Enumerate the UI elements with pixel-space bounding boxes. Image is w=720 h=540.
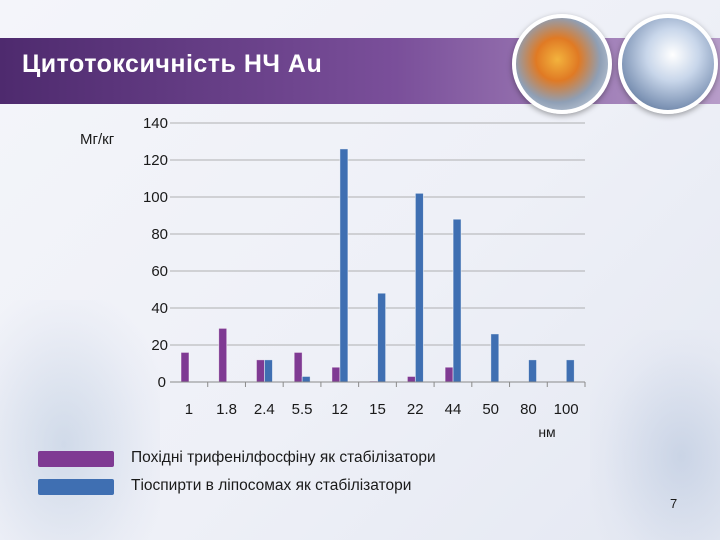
y-tick-label: 140: [143, 115, 168, 132]
x-tick-label: 50: [482, 401, 499, 418]
y-tick-label: 20: [151, 337, 168, 354]
x-tick-label: 2.4: [254, 401, 275, 418]
x-tick-label: 44: [445, 401, 462, 418]
bar-series-2-50: [490, 333, 500, 383]
bar-series-2-2.4: [264, 359, 273, 383]
x-tick-label: 100: [554, 401, 579, 418]
bar-series-2-5.5: [301, 376, 311, 383]
y-tick-label: 60: [151, 263, 168, 280]
bar-series-2-100: [565, 359, 575, 383]
x-tick-label: 1: [185, 401, 193, 418]
y-tick-label: 40: [151, 300, 168, 317]
y-axis-label: Мг/кг: [80, 131, 115, 148]
legend-label-series-2: Тіоспирти в ліпосомах як стабілізатори: [131, 477, 412, 494]
bar-series-2-12: [339, 148, 349, 383]
y-tick-labels: 0 20 40 60 80 100 120 140: [143, 115, 168, 391]
y-tick-label: 100: [143, 189, 168, 206]
x-tick-label: 15: [369, 401, 386, 418]
legend-label-series-1: Похідні трифенілфосфіну як стабілізатори: [131, 449, 436, 466]
bar-series-2-15: [377, 292, 387, 383]
bar-series-1-22: [406, 376, 416, 383]
page-number: 7: [670, 496, 678, 511]
bar-series-1-12: [331, 366, 341, 383]
lab-photo: [618, 14, 718, 114]
slide-title: Цитотоксичність НЧ Au: [22, 50, 323, 78]
legend-swatch-series-2: [38, 479, 114, 495]
bar-series-1-1.8: [218, 327, 228, 383]
pills-photo: [512, 14, 612, 114]
background-decoration-left: [0, 300, 160, 540]
bar-series-1-2.4: [256, 359, 265, 383]
bar-series-1-44: [444, 366, 454, 383]
x-tick-labels: 1 1.8 2.4 5.5 12 15 22 44 50 80 100: [185, 382, 586, 418]
chart-bars: [180, 148, 575, 383]
bar-series-2-44: [452, 218, 462, 383]
x-tick-label: 80: [520, 401, 537, 418]
x-tick-label: 1.8: [216, 401, 237, 418]
y-tick-label: 120: [143, 152, 168, 169]
x-tick-label: 22: [407, 401, 424, 418]
bar-series-1-1: [180, 351, 190, 383]
bar-series-2-80: [528, 359, 537, 383]
bar-series-2-22: [414, 192, 424, 383]
x-axis-label: нм: [538, 424, 555, 440]
bar-series-1-5.5: [293, 351, 303, 383]
background-decoration-right: [590, 330, 720, 540]
x-tick-label: 12: [331, 401, 348, 418]
y-tick-label: 0: [158, 374, 166, 391]
y-tick-label: 80: [151, 226, 168, 243]
x-tick-label: 5.5: [292, 401, 313, 418]
legend-swatch-series-1: [38, 451, 114, 467]
